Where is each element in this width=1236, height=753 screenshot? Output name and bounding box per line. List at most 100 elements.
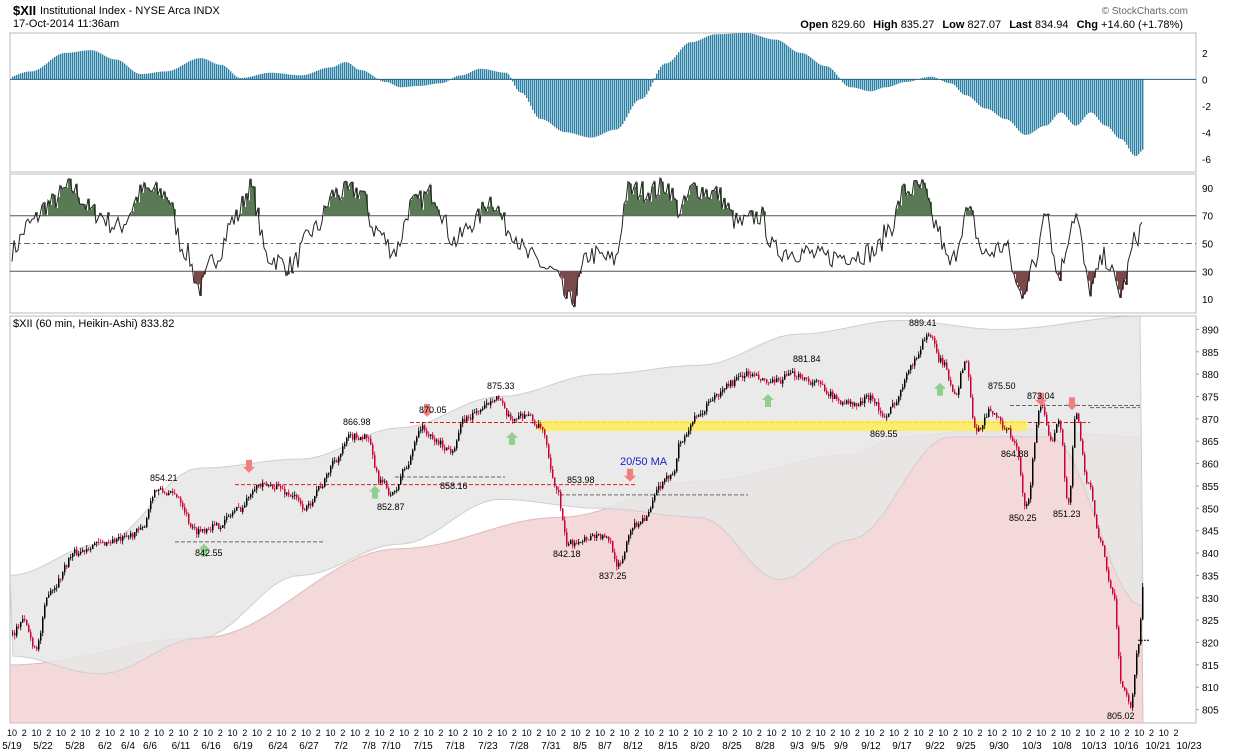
candle-body: [980, 427, 982, 430]
candle-body: [626, 541, 628, 553]
histogram-bar: [96, 51, 98, 80]
histogram-bar: [612, 79, 614, 130]
candle-body: [476, 411, 478, 413]
histogram-bar: [494, 71, 496, 80]
candle-body: [1050, 435, 1052, 440]
histogram-bar: [876, 79, 878, 90]
x-hour-label: 10: [522, 728, 532, 738]
histogram-bar: [76, 51, 78, 80]
histogram-bar: [572, 79, 574, 134]
candle-body: [1100, 538, 1102, 541]
histogram-bar: [992, 79, 994, 112]
candle-body: [938, 352, 940, 362]
price-tick-label: 890: [1202, 325, 1219, 336]
candle-body: [26, 619, 28, 626]
price-tick-label: 870: [1202, 415, 1219, 426]
histogram-bar: [724, 34, 726, 80]
candle-body: [710, 400, 712, 402]
down-arrow-icon: [243, 459, 255, 473]
histogram-bar: [138, 73, 140, 80]
histogram-bar: [698, 40, 700, 80]
histogram-bar: [1122, 79, 1124, 140]
candle-body: [700, 414, 702, 416]
candle-body: [926, 335, 928, 340]
histogram-bar: [722, 34, 724, 80]
histogram-bar: [416, 79, 418, 86]
candle-body: [734, 379, 736, 386]
histogram-bar: [1120, 79, 1122, 139]
x-hour-label: 2: [585, 728, 590, 738]
candle-body: [1076, 413, 1078, 420]
candle-body: [600, 534, 602, 539]
candle-body: [242, 507, 244, 512]
candle-body: [104, 542, 106, 546]
histogram-bar: [834, 72, 836, 80]
histogram-bar: [80, 51, 82, 80]
candle-body: [196, 528, 198, 535]
candle-body: [634, 522, 636, 529]
candle-body: [442, 440, 444, 448]
histogram-bar: [372, 75, 374, 80]
histogram-bar: [998, 79, 1000, 117]
candle-body: [1126, 690, 1128, 696]
rsi-oversold-fill: [194, 271, 1128, 307]
price-plot: [10, 316, 1144, 723]
histogram-bar: [714, 34, 716, 80]
histogram-bar: [432, 79, 434, 85]
histogram-bar: [156, 72, 158, 80]
candle-body: [218, 523, 220, 529]
x-hour-label: 2: [218, 728, 223, 738]
candle-body: [496, 396, 498, 400]
candle-body: [914, 358, 916, 366]
candle-body: [280, 486, 282, 489]
candle-body: [688, 430, 690, 435]
histogram-bar: [808, 55, 810, 80]
histogram-bar: [52, 58, 54, 80]
candle-body: [912, 365, 914, 366]
histogram-bar: [360, 70, 362, 80]
candle-body: [556, 485, 558, 490]
candle-body: [598, 534, 600, 536]
candle-body: [548, 444, 550, 458]
histogram-bar: [284, 73, 286, 80]
candle-body: [64, 565, 66, 573]
candle-body: [884, 416, 886, 418]
histogram-bar: [536, 79, 538, 117]
price-tick-label: 835: [1202, 571, 1219, 582]
x-hour-label: 10: [1134, 728, 1144, 738]
candle-body: [952, 384, 954, 392]
histogram-bar: [1080, 79, 1082, 123]
histogram-bar: [1010, 79, 1012, 122]
candle-body: [1042, 406, 1044, 408]
candle-body: [956, 394, 958, 395]
candle-body: [666, 475, 668, 480]
candle-body: [162, 488, 164, 493]
histogram-bar: [898, 79, 900, 84]
candle-body: [644, 518, 646, 521]
candle-body: [978, 427, 980, 432]
candle-body: [288, 492, 290, 495]
histogram-bar: [1126, 79, 1128, 145]
candle-body: [68, 557, 70, 567]
candle-body: [500, 399, 502, 401]
candle-body: [332, 460, 334, 467]
histogram-bar: [684, 45, 686, 80]
candle-body: [738, 376, 740, 378]
histogram-bar: [608, 79, 610, 132]
histogram-bar: [732, 33, 734, 80]
histogram-bar: [794, 51, 796, 80]
candle-body: [270, 485, 272, 486]
histogram-bar: [464, 74, 466, 80]
candle-body: [88, 549, 90, 550]
candle-body: [950, 380, 952, 385]
histogram-bar: [1096, 79, 1098, 118]
candle-body: [712, 399, 714, 401]
histogram-bar: [82, 50, 84, 80]
candle-body: [1058, 420, 1060, 425]
histogram-bar: [906, 79, 908, 82]
x-hour-label: 2: [904, 728, 909, 738]
histogram-bar: [838, 77, 840, 80]
histogram-bar: [524, 79, 526, 96]
candle-body: [70, 557, 72, 558]
